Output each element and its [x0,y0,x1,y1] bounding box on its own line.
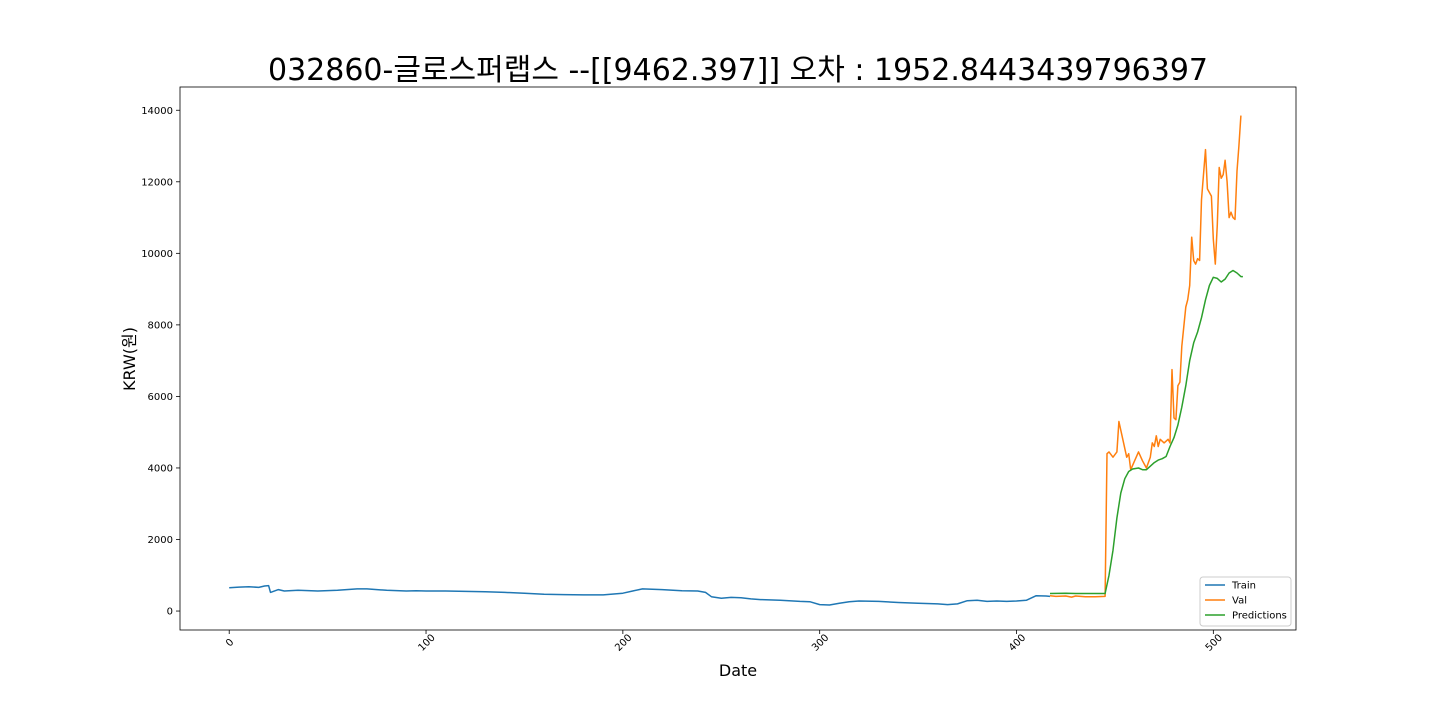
plot-series [229,115,1243,606]
y-tick-label: 6000 [148,392,173,403]
legend: Train Val Predictions [1199,576,1292,627]
x-axis-label: Date [719,661,757,680]
legend-label-train: Train [1231,581,1256,592]
y-tick-label: 2000 [148,535,173,546]
series-line-val [1049,115,1242,598]
y-tick-label: 10000 [141,249,173,260]
y-tick-label: 8000 [148,320,173,331]
y-tick-label: 4000 [148,463,173,474]
chart-title: 032860-글로스퍼랩스 --[[9462.397]] 오차 : 1952.8… [268,53,1208,88]
series-line-train [229,584,1051,606]
y-tick-label: 14000 [141,106,173,117]
legend-label-val: Val [1232,596,1247,607]
y-tick-label: 0 [167,607,173,618]
y-tick-label: 12000 [141,177,173,188]
legend-box [1199,576,1292,627]
legend-label-predictions: Predictions [1232,611,1287,622]
series-line-predictions [1049,269,1243,595]
y-axis-label: KRW(원) [120,327,139,391]
plot-frame [179,86,1297,631]
y-axis-ticks: 0 2000 4000 6000 8000 10000 12000 14000 [141,106,180,618]
